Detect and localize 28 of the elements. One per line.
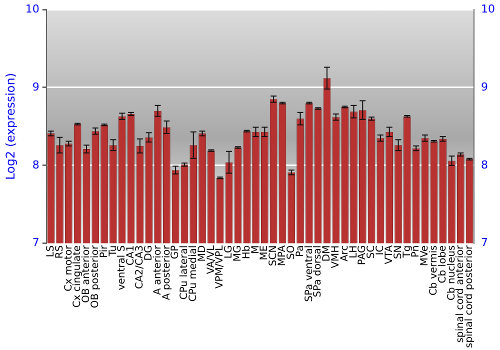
x-tick-label: MVe xyxy=(420,245,431,266)
x-tick-label: VTA xyxy=(384,245,395,264)
x-tick-label: Pa xyxy=(294,245,306,258)
x-tick-label: spinal cord posterior xyxy=(464,244,476,348)
x-tick-label: Hb xyxy=(241,245,252,260)
x-tick-label: A posterior xyxy=(161,244,172,300)
y2-tick-label: 7 xyxy=(481,236,488,250)
y-axis-title: Log2 (expression) xyxy=(3,72,18,180)
y-tick-label: 10 xyxy=(25,2,40,16)
x-tick-label: LS xyxy=(45,245,56,258)
x-tick-label: Arc xyxy=(339,245,350,262)
y-tick-label: 7 xyxy=(32,236,40,250)
x-tick-label: GP xyxy=(170,245,182,260)
x-tick-label: Pir xyxy=(98,244,110,258)
y-tick-label: 8 xyxy=(32,158,40,172)
x-tick-label: SO xyxy=(286,245,297,260)
y-tick-label: 9 xyxy=(32,80,40,94)
x-tick-label: RS xyxy=(54,245,66,259)
x-tick-label: CPu medial xyxy=(188,245,199,302)
y2-tick-label: 10 xyxy=(481,2,496,16)
y2-tick-label: 8 xyxy=(481,158,488,172)
y2-tick-label: 9 xyxy=(481,80,488,94)
x-tick-label: SN xyxy=(392,245,404,260)
x-tick-label: DG xyxy=(143,245,154,261)
x-tick-label: MD xyxy=(196,244,208,262)
x-tick-label: Cb lobe xyxy=(437,245,448,284)
x-tick-label: OB posterior xyxy=(90,244,101,308)
x-tick-label: Tg xyxy=(402,245,413,259)
